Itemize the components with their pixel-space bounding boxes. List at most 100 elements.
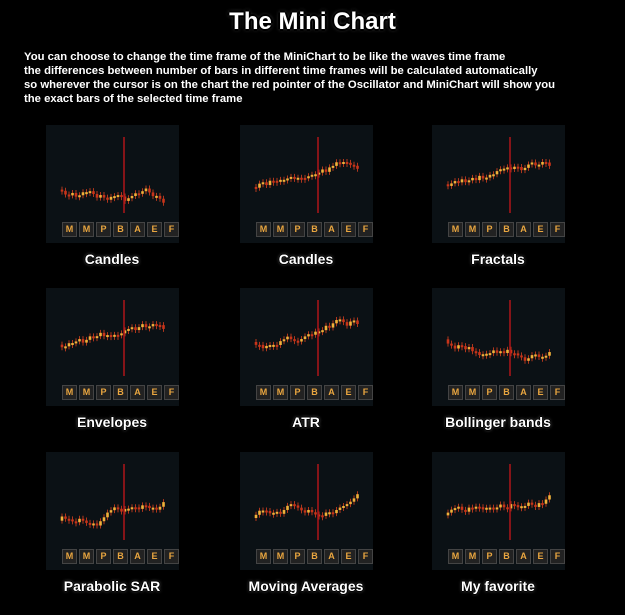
- timeframe-button[interactable]: M: [448, 222, 463, 237]
- timeframe-button[interactable]: M: [79, 385, 94, 400]
- timeframe-button[interactable]: E: [533, 385, 548, 400]
- decor-shape: [293, 176, 296, 179]
- timeframe-button[interactable]: A: [516, 222, 531, 237]
- timeframe-button[interactable]: A: [324, 549, 339, 564]
- decor-shape: [481, 354, 485, 357]
- panel-label: My favorite: [461, 578, 535, 594]
- timeframe-button[interactable]: F: [550, 549, 565, 564]
- decor-shape: [88, 336, 92, 340]
- decor-shape: [548, 162, 551, 166]
- timeframe-button[interactable]: E: [341, 549, 356, 564]
- timeframe-button[interactable]: B: [307, 549, 322, 564]
- timeframe-button[interactable]: P: [482, 222, 497, 237]
- timeframe-button[interactable]: M: [273, 549, 288, 564]
- decor-shape: [88, 522, 92, 525]
- timeframe-button[interactable]: P: [96, 222, 111, 237]
- timeframe-button[interactable]: P: [482, 549, 497, 564]
- decor-shape: [506, 167, 509, 170]
- decor-shape: [310, 174, 314, 177]
- decor-shape: [352, 498, 356, 502]
- timeframe-button[interactable]: M: [62, 385, 77, 400]
- decor-shape: [151, 192, 155, 197]
- decor-shape: [81, 339, 85, 343]
- timeframe-button[interactable]: M: [273, 222, 288, 237]
- timeframe-button[interactable]: A: [130, 222, 145, 237]
- decor-shape: [307, 176, 310, 179]
- decor-shape: [95, 336, 99, 339]
- timeframe-button[interactable]: B: [113, 222, 128, 237]
- decor-shape: [310, 509, 314, 513]
- timeframe-button[interactable]: M: [256, 222, 271, 237]
- timeframe-button[interactable]: E: [533, 549, 548, 564]
- timeframe-button[interactable]: M: [79, 549, 94, 564]
- decor-shape: [537, 503, 541, 507]
- timeframe-button[interactable]: M: [465, 222, 480, 237]
- timeframe-button[interactable]: E: [147, 549, 162, 564]
- timeframe-button[interactable]: B: [113, 549, 128, 564]
- timeframe-button[interactable]: F: [164, 549, 179, 564]
- decor-shape: [335, 162, 338, 166]
- mini-chart: [254, 137, 359, 213]
- timeframe-button[interactable]: M: [79, 222, 94, 237]
- timeframe-button[interactable]: M: [256, 549, 271, 564]
- timeframe-button[interactable]: M: [62, 549, 77, 564]
- timeframe-button[interactable]: F: [550, 222, 565, 237]
- decor-shape: [286, 505, 289, 510]
- timeframe-button[interactable]: F: [164, 385, 179, 400]
- timeframe-button[interactable]: B: [113, 385, 128, 400]
- timeframe-button[interactable]: E: [341, 222, 356, 237]
- timeframe-button[interactable]: B: [499, 549, 514, 564]
- timeframe-button[interactable]: F: [164, 222, 179, 237]
- timeframe-button[interactable]: F: [358, 549, 373, 564]
- timeframe-button[interactable]: A: [516, 385, 531, 400]
- decor-shape: [450, 183, 453, 186]
- timeframe-button[interactable]: A: [516, 549, 531, 564]
- timeframe-button[interactable]: P: [96, 385, 111, 400]
- decor-shape: [492, 174, 495, 177]
- timeframe-button[interactable]: A: [324, 385, 339, 400]
- timeframe-button[interactable]: M: [465, 549, 480, 564]
- timeframe-button[interactable]: M: [62, 222, 77, 237]
- timeframe-button[interactable]: M: [273, 385, 288, 400]
- timeframe-button[interactable]: P: [290, 385, 305, 400]
- mini-chart: [254, 464, 359, 540]
- timeframe-button[interactable]: M: [256, 385, 271, 400]
- decor-shape: [279, 179, 282, 182]
- timeframe-button[interactable]: E: [147, 222, 162, 237]
- timeframe-button[interactable]: M: [465, 385, 480, 400]
- timeframe-button[interactable]: B: [307, 385, 322, 400]
- timeframe-button[interactable]: E: [533, 222, 548, 237]
- decor-shape: [113, 334, 116, 337]
- timeframe-button[interactable]: E: [341, 385, 356, 400]
- timeframe-button[interactable]: A: [324, 222, 339, 237]
- timeframe-button[interactable]: F: [550, 385, 565, 400]
- decor-shape: [352, 164, 356, 167]
- timeframe-button[interactable]: P: [290, 222, 305, 237]
- timeframe-button[interactable]: A: [130, 385, 145, 400]
- timeframe-button[interactable]: P: [482, 385, 497, 400]
- timeframe-button[interactable]: A: [130, 549, 145, 564]
- panel-label: Fractals: [471, 251, 525, 267]
- timeframe-button[interactable]: P: [290, 549, 305, 564]
- timeframe-button[interactable]: B: [499, 222, 514, 237]
- mini-chart: [446, 300, 551, 376]
- timeframe-button[interactable]: F: [358, 222, 373, 237]
- decor-shape: [155, 195, 158, 198]
- decor-shape: [261, 510, 265, 513]
- timeframe-button[interactable]: M: [448, 549, 463, 564]
- timeframe-button[interactable]: B: [307, 222, 322, 237]
- timeframe-button[interactable]: E: [147, 385, 162, 400]
- decor-shape: [446, 184, 450, 187]
- timeframe-button[interactable]: P: [96, 549, 111, 564]
- timeframe-button[interactable]: F: [358, 385, 373, 400]
- decor-shape: [478, 175, 481, 181]
- decor-shape: [335, 509, 338, 514]
- timeframe-button[interactable]: B: [499, 385, 514, 400]
- decor-shape: [113, 507, 116, 511]
- timeframe-button[interactable]: M: [448, 385, 463, 400]
- decor-shape: [162, 502, 165, 507]
- mini-chart: [254, 300, 359, 376]
- decor-shape: [106, 512, 109, 518]
